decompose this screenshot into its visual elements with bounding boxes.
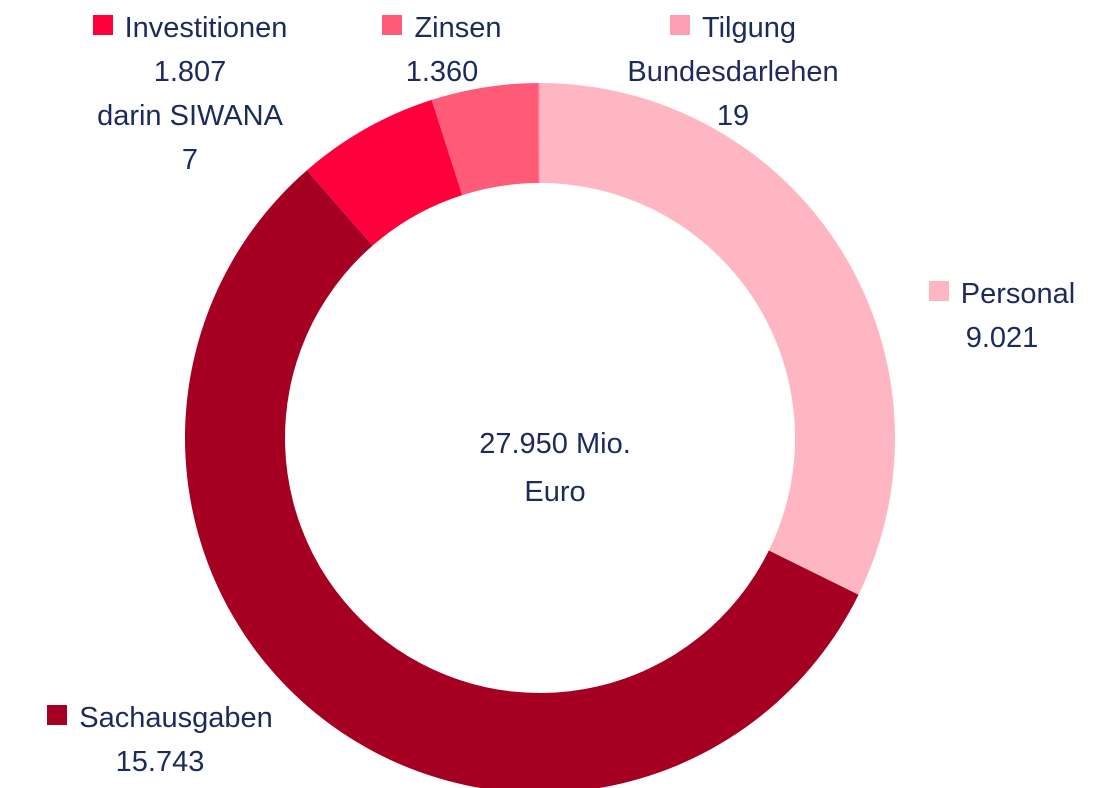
- label-name-line: Investitionen: [50, 6, 330, 50]
- annotation-value: 7: [181, 144, 199, 176]
- legend-label: Personal: [960, 278, 1076, 310]
- legend-marker: [92, 15, 113, 35]
- donut-segment: [185, 170, 859, 788]
- donut-segment: [538, 83, 540, 184]
- label-name-line: Tilgung Bundesdarlehen: [588, 6, 878, 94]
- legend-label: Sachausgaben: [79, 702, 273, 734]
- legend-label: Zinsen: [414, 12, 502, 44]
- donut-segment: [431, 83, 539, 196]
- value-label: 9.021: [965, 322, 1039, 354]
- donut-segment: [306, 99, 463, 246]
- legend-marker: [928, 281, 949, 301]
- slice-label: Sachausgaben 15.743: [0, 696, 320, 784]
- value-label: 1.360: [405, 56, 479, 88]
- label-name-line: Zinsen: [362, 6, 522, 50]
- value-label: 1.807: [153, 56, 227, 88]
- slice-label: Zinsen 1.360: [362, 6, 522, 94]
- label-name-line: Sachausgaben: [0, 696, 320, 740]
- donut-segment: [540, 83, 895, 595]
- annotation-label: darin SIWANA: [97, 100, 283, 132]
- center-line: Euro: [524, 476, 586, 508]
- slice-label: Tilgung Bundesdarlehen 19: [588, 6, 878, 138]
- center-text: 27.950 Mio. Euro: [405, 420, 705, 516]
- legend-marker: [47, 705, 68, 725]
- legend-label: Investitionen: [124, 12, 288, 44]
- legend-marker: [382, 15, 403, 35]
- value-label: 19: [716, 100, 750, 132]
- value-label: 15.743: [115, 746, 205, 778]
- legend-label: Tilgung Bundesdarlehen: [627, 12, 839, 88]
- slice-label: Investitionen 1.807 darin SIWANA 7: [50, 6, 330, 182]
- legend-marker: [669, 15, 690, 35]
- label-name-line: Personal: [910, 272, 1094, 316]
- center-line: 27.950 Mio.: [479, 428, 631, 460]
- slice-label: Personal 9.021: [910, 272, 1094, 360]
